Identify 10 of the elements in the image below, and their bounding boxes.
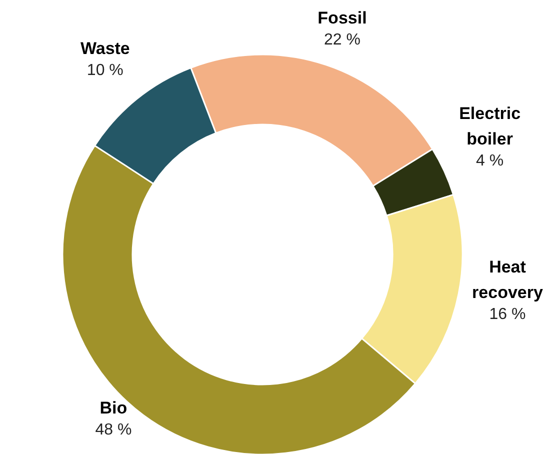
data-label: 10 % [86,62,124,80]
data-label: 16 % [489,306,526,323]
slice-label: Waste [80,39,130,58]
slice-label: Electric boiler [459,104,521,148]
slice-label: Bio [100,398,128,418]
data-label: 4 % [476,152,504,170]
slice-label: Heat recovery [472,257,544,302]
data-label: 48 % [95,422,132,438]
data-label: 22 % [324,32,360,48]
slice-label: Fossil [318,8,367,28]
